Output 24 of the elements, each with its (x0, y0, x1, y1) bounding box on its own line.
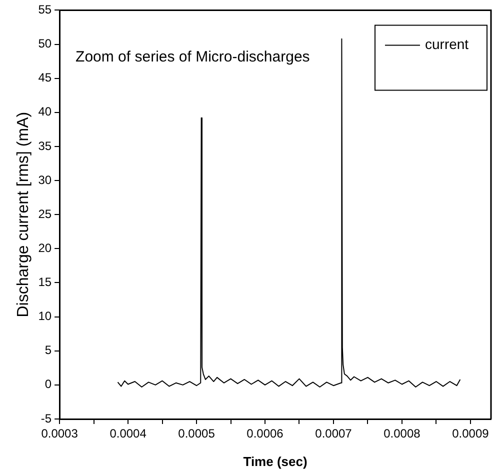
y-axis-title: Discharge current [rms] (mA) (15, 112, 32, 318)
legend-label: current (425, 36, 469, 52)
y-tick-label: 25 (38, 206, 52, 221)
x-tick-label: 0.0004 (110, 426, 147, 441)
x-tick-label: 0.0003 (41, 426, 78, 441)
x-tick-label: 0.0006 (246, 426, 284, 441)
x-tick-label: 0.0005 (178, 426, 216, 441)
y-tick-label: 30 (38, 172, 52, 187)
y-tick-label: 50 (38, 36, 52, 51)
y-tick-label: 40 (38, 104, 52, 119)
y-tick-label: 5 (44, 343, 52, 358)
annotation: Zoom of series of Micro-discharges (76, 48, 310, 66)
x-tick-label: 0.0007 (315, 426, 352, 441)
x-axis-title: Time (sec) (243, 454, 308, 469)
y-tick-label: -5 (40, 411, 52, 426)
y-tick-label: 35 (38, 138, 52, 153)
y-tick-label: 10 (38, 309, 52, 324)
y-tick-label: 45 (38, 70, 52, 85)
x-tick-label: 0.0008 (384, 426, 421, 441)
y-tick-label: 0 (44, 377, 52, 392)
y-tick-label: 15 (38, 275, 52, 290)
y-tick-label: 20 (38, 240, 52, 255)
x-tick-label: 0.0009 (452, 426, 490, 441)
y-tick-label: 55 (38, 2, 52, 17)
